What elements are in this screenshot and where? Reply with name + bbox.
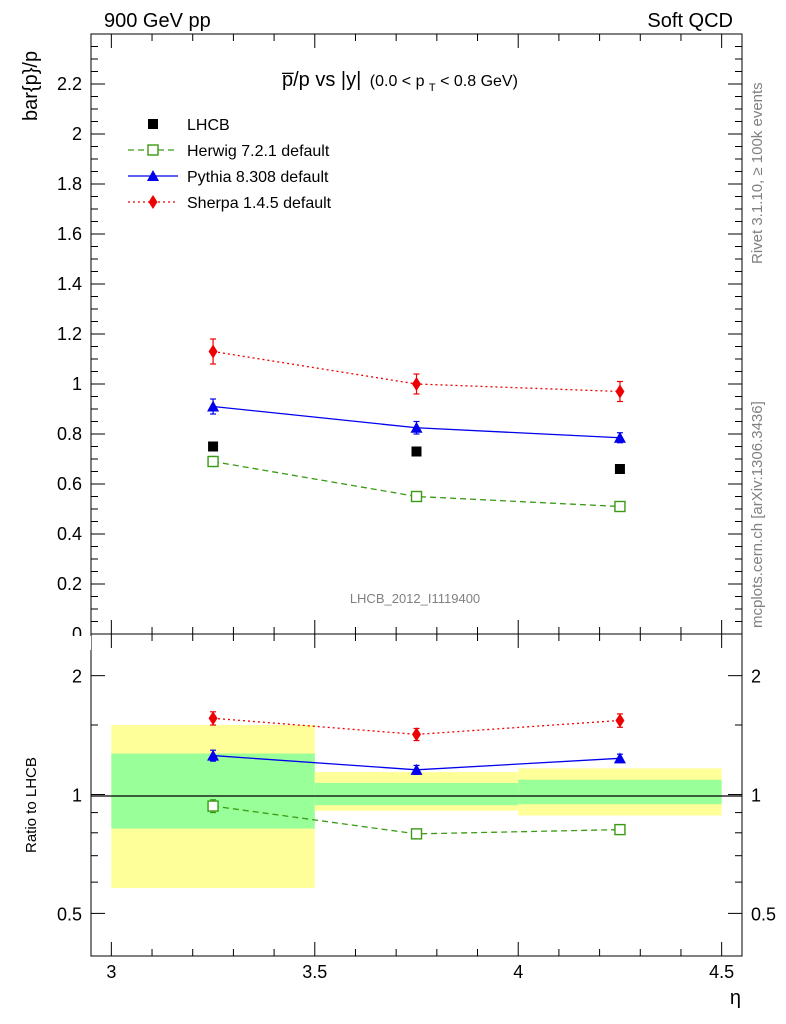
plot-title-subscript: T xyxy=(429,82,436,94)
ratio-xtick-label: 3.5 xyxy=(302,962,327,982)
main-point-sherpa xyxy=(615,384,625,399)
zero-label-mask xyxy=(61,636,91,650)
header-right-title: Soft QCD xyxy=(647,10,733,32)
legend-marker-pythia xyxy=(147,170,159,181)
ratio-point-sherpa xyxy=(615,713,625,728)
header-left-title: 900 GeV pp xyxy=(104,10,211,32)
ratio-series-herwig xyxy=(207,799,626,840)
main-point-herwig xyxy=(410,490,423,503)
ratio-point-pythia xyxy=(613,752,626,764)
legend-symbol-pythia xyxy=(128,170,178,181)
legend-label-lhcb: LHCB xyxy=(187,117,230,134)
legend-marker-sherpa xyxy=(148,195,158,209)
main-ytick-label: 0.2 xyxy=(57,574,82,594)
main-point-sherpa xyxy=(208,344,218,359)
legend-symbol-sherpa xyxy=(128,195,178,209)
main-point-sherpa xyxy=(412,377,421,391)
ratio-point-sherpa xyxy=(412,727,421,742)
main-series-data xyxy=(208,441,625,474)
main-point-pythia xyxy=(410,421,423,433)
main-ytick-label-zero: 0 xyxy=(72,624,82,644)
ratio-series-layer xyxy=(207,711,626,840)
main-line-herwig xyxy=(212,460,620,508)
ratio-ytick-label-left: 1 xyxy=(72,786,82,806)
ratio-point-herwig xyxy=(207,800,219,812)
ratio-ytick-label-right: 0.5 xyxy=(751,904,776,924)
plot-title-tail: < 0.8 GeV) xyxy=(440,73,518,90)
legend-entry-pythia: Pythia 8.308 default xyxy=(128,169,329,186)
x-axis-label: η xyxy=(730,987,741,1009)
main-series-sherpa xyxy=(208,338,625,403)
main-ytick-label: 1.4 xyxy=(57,274,82,294)
legend-label-pythia: Pythia 8.308 default xyxy=(187,169,329,186)
ratio-point-herwig xyxy=(614,823,626,836)
ratio-xtick-label: 4 xyxy=(513,962,523,982)
main-ytick-label: 0.6 xyxy=(57,474,82,494)
main-point-herwig xyxy=(614,500,626,513)
ratio-point-pythia xyxy=(410,763,423,775)
main-point-data xyxy=(411,446,422,457)
ratio-band-inner xyxy=(518,779,722,805)
main-axis-ticks: 0.2 0.4 0.6 0.8 1 1.2 1.4 1.6 1.8 2 2.2 xyxy=(57,34,742,635)
main-point-data xyxy=(614,464,625,474)
legend-symbol-herwig xyxy=(128,144,178,156)
analysis-id-label: LHCB_2012_I1119400 xyxy=(350,591,480,606)
main-ytick-label: 2.2 xyxy=(57,74,82,94)
main-point-pythia xyxy=(613,431,626,443)
main-point-pythia xyxy=(207,400,220,412)
ratio-y-axis-label: Ratio to LHCB xyxy=(23,757,40,853)
legend-marker-herwig xyxy=(147,144,159,156)
legend-entry-herwig: Herwig 7.2.1 default xyxy=(128,143,330,160)
ratio-xtick-label: 4.5 xyxy=(709,962,734,982)
legend-label-herwig: Herwig 7.2.1 default xyxy=(187,143,330,160)
legend-symbol-data xyxy=(148,119,158,129)
ratio-ytick-label-right: 1 xyxy=(751,786,761,806)
main-point-herwig xyxy=(207,455,219,468)
main-ytick-label: 1 xyxy=(72,374,82,394)
main-series-layer xyxy=(207,338,626,513)
ratio-panel-frame xyxy=(90,633,743,957)
ratio-series-sherpa xyxy=(208,711,625,742)
legend-marker-data xyxy=(148,119,158,129)
legend: LHCB Herwig 7.2.1 default Pythia 8.308 d… xyxy=(128,117,332,212)
legend-label-sherpa: Sherpa 1.4.5 default xyxy=(187,195,332,212)
ratio-band-inner xyxy=(314,782,519,806)
legend-entry-sherpa: Sherpa 1.4.5 default xyxy=(128,195,332,212)
main-ytick-label: 0.4 xyxy=(57,524,82,544)
ratio-point-sherpa xyxy=(208,711,218,726)
ratio-uncertainty-bands xyxy=(111,724,722,888)
plot-title-main: p̅/p vs |y| xyxy=(282,69,361,91)
ratio-ytick-label-right: 2 xyxy=(751,667,761,687)
mcplots-source-label: mcplots.cern.ch [arXiv:1306.3436] xyxy=(749,401,766,628)
main-ytick-label: 1.6 xyxy=(57,224,82,244)
ratio-xtick-label: 3 xyxy=(106,962,116,982)
main-series-pythia xyxy=(207,398,626,444)
plot-title-sub: (0.0 < p xyxy=(370,73,425,90)
plot-title: p̅/p vs |y| (0.0 < p T < 0.8 GeV) xyxy=(282,69,518,95)
ratio-point-herwig xyxy=(410,828,423,840)
ratio-line-sherpa xyxy=(213,717,620,736)
ratio-series-pythia xyxy=(207,749,626,775)
main-ytick-label: 2 xyxy=(72,124,82,144)
main-y-axis-label: bar{p}/p xyxy=(20,51,42,121)
ratio-band-inner xyxy=(111,753,315,829)
ratio-ytick-label-left: 2 xyxy=(72,667,82,687)
ratio-point-pythia xyxy=(207,749,220,761)
ratio-axis-ticks: 0.5 0.5 1 1 2 2 3 3.5 4 4.5 xyxy=(57,634,776,982)
main-series-herwig xyxy=(207,455,626,513)
main-ytick-label: 1.8 xyxy=(57,174,82,194)
ratio-ytick-label-left: 0.5 xyxy=(57,904,82,924)
rivet-version-label: Rivet 3.1.10, ≥ 100k events xyxy=(749,82,766,264)
main-ytick-label: 1.2 xyxy=(57,324,82,344)
main-point-data xyxy=(208,441,219,452)
main-ytick-label: 0.8 xyxy=(57,424,82,444)
legend-entry-lhcb: LHCB xyxy=(148,117,230,134)
